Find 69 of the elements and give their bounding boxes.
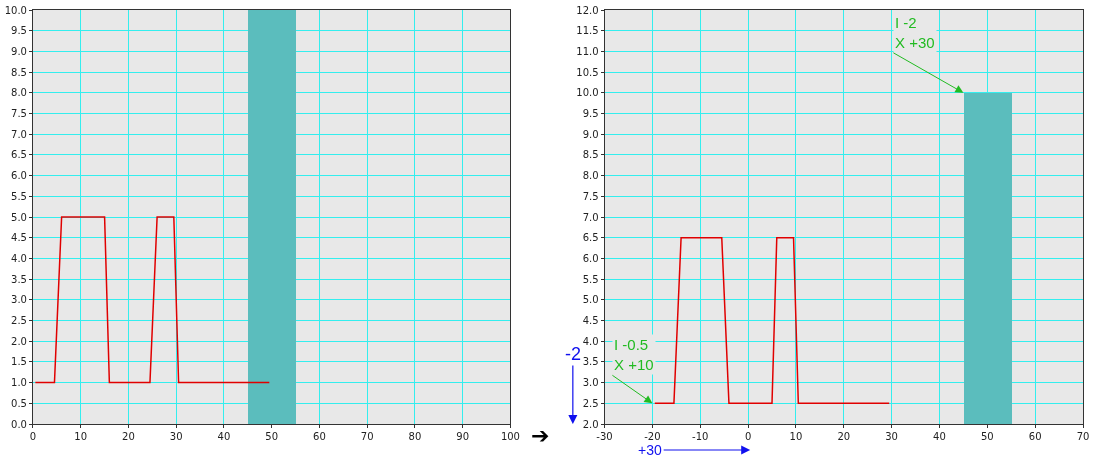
x-tick-label: 20 [122, 431, 135, 442]
y-tick-label: 1.0 [11, 377, 27, 389]
y-tick-label: 2.5 [11, 315, 27, 326]
y-tick-label: 2.0 [11, 335, 27, 347]
y-tick-label: 6.5 [582, 232, 599, 244]
y-tick-label: 5.5 [582, 273, 599, 285]
text: ➔ [531, 423, 550, 448]
y-tick-label: 4.5 [11, 232, 27, 244]
y-tick-label: 2.0 [582, 418, 599, 430]
y-tick-label: 4.0 [582, 335, 599, 347]
y-tick-label: 6.5 [11, 149, 27, 161]
y-tick-label: 2.5 [582, 397, 599, 409]
y-tick-label: 4.0 [11, 252, 27, 264]
y-tick-label: 9.0 [11, 45, 27, 57]
y-tick-label: 9.0 [582, 128, 599, 140]
x-tick-label: -20 [644, 431, 661, 442]
y-tick-label: 7.0 [582, 211, 599, 223]
x-tick-label: -30 [596, 431, 613, 442]
x-tick-label: 60 [313, 431, 326, 442]
y-tick-label: 10.5 [576, 66, 599, 78]
x-tick-label: 0 [29, 431, 37, 442]
y-tick-label: 3.0 [11, 294, 27, 306]
y-tick-label: 5.5 [11, 190, 27, 202]
y-tick-label: 3.0 [582, 377, 599, 389]
y-tick-label: 12.0 [576, 4, 599, 16]
y-tick-label: 6.0 [582, 252, 599, 264]
x-tick-label: 80 [408, 431, 422, 442]
y-tick-label: 8.5 [11, 66, 27, 78]
annotation: I -0.5 X +10 [614, 336, 654, 373]
y-tick-label: 8.0 [582, 170, 599, 182]
x-tick-label: 100 [500, 431, 520, 442]
y-tick-label: 9.5 [582, 108, 599, 119]
y-tick-label: 3.5 [582, 356, 599, 368]
y-tick-label: 10.0 [4, 4, 27, 16]
x-tick-label: 40 [217, 431, 231, 442]
y-tick-label: 8.5 [582, 149, 599, 161]
x-tick-label: 60 [1028, 431, 1042, 442]
y-tick-label: 8.0 [11, 87, 27, 99]
x-tick-label: 70 [1076, 431, 1090, 442]
x-tick-label: 50 [980, 431, 994, 442]
x-tick-label: 20 [837, 431, 851, 442]
x-tick-label: 0 [744, 431, 752, 442]
x-tick-label: 30 [885, 431, 898, 442]
x-tick-label: 50 [265, 431, 279, 442]
y-tick-label: 3.5 [11, 273, 27, 285]
y-tick-label: 6.0 [11, 170, 27, 182]
x-tick-label: 30 [169, 431, 183, 442]
x-tick-label: 70 [360, 431, 374, 442]
x-tick-label: -10 [692, 431, 709, 442]
y-tick-label: 11.0 [576, 45, 599, 57]
text: -2 [565, 344, 582, 364]
y-tick-label: 4.5 [582, 315, 599, 326]
text: +30 [638, 442, 662, 458]
y-tick-label: 9.5 [11, 25, 27, 37]
y-tick-label: 1.5 [11, 356, 27, 368]
y-tick-label: 11.5 [576, 25, 599, 37]
y-tick-label: 0.0 [11, 418, 27, 430]
x-tick-label: 10 [74, 431, 88, 442]
y-tick-label: 5.0 [11, 211, 27, 223]
x-tick-label: 40 [933, 431, 946, 442]
annotation: I -2 X +30 [895, 14, 935, 51]
y-tick-label: 0.5 [11, 397, 27, 409]
y-tick-label: 7.0 [11, 128, 27, 140]
y-tick-label: 10.0 [576, 87, 599, 99]
y-tick-label: 5.0 [582, 294, 599, 306]
y-tick-label: 7.5 [11, 108, 27, 119]
x-tick-label: 10 [789, 431, 803, 442]
y-tick-label: 7.5 [582, 190, 599, 202]
x-tick-label: 90 [456, 431, 470, 442]
